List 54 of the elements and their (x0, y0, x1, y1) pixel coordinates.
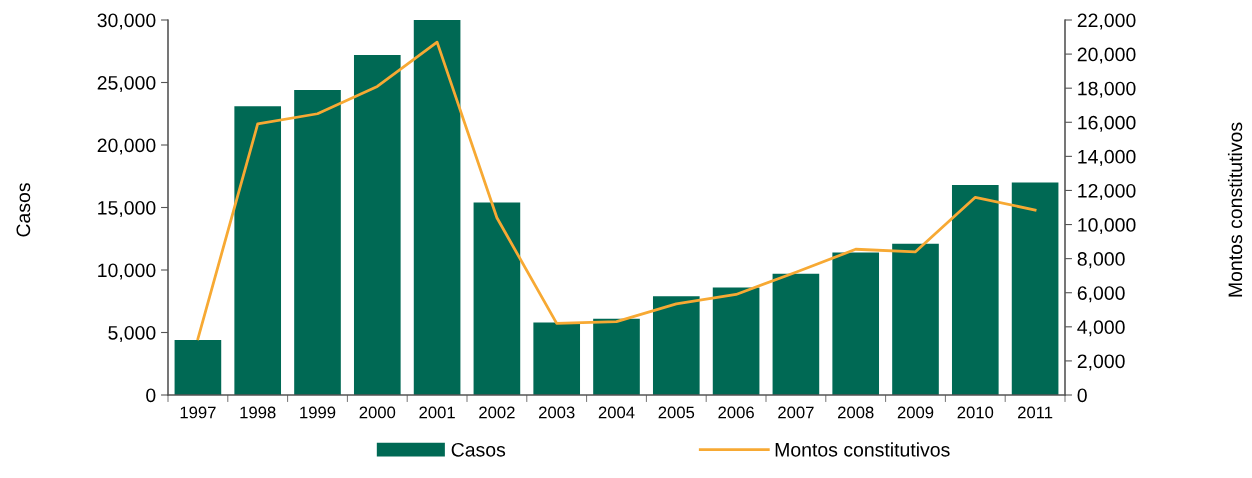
x-tick-label: 1997 (180, 406, 216, 419)
bar (1011, 182, 1059, 395)
x-tick-label: 2009 (897, 406, 934, 419)
y-axis-title: Casos (16, 183, 31, 237)
y2-tick-label: 8,000 (1077, 252, 1125, 269)
bar (473, 202, 521, 395)
bar (533, 322, 581, 395)
legend-label: Montos constitutivos (775, 442, 950, 457)
x-tick-label: 2000 (359, 406, 396, 419)
y-tick-label: 20,000 (97, 138, 156, 155)
x-tick-label: 2005 (658, 406, 695, 419)
y2-tick-label: 14,000 (1078, 149, 1136, 166)
y-tick-label: 0 (146, 388, 156, 403)
y2-axis-title: Montos constitutivos (1227, 122, 1243, 297)
y-tick-label: 10,000 (98, 263, 156, 280)
y2-tick-label: 4,000 (1077, 320, 1125, 337)
y2-tick-label: 10,000 (1078, 218, 1136, 235)
y2-tick-label: 18,000 (1078, 81, 1136, 98)
bar (174, 340, 222, 395)
bar (652, 296, 700, 395)
x-tick-label: 2010 (957, 406, 994, 419)
bar (712, 287, 760, 395)
legend-label: Casos (451, 442, 506, 457)
bar (413, 20, 461, 395)
line-series (196, 40, 1037, 341)
y-tick-label: 15,000 (98, 200, 156, 218)
y2-tick-label: 16,000 (1078, 115, 1136, 132)
bar (353, 55, 401, 395)
y2-tick-label: 20,000 (1077, 47, 1136, 64)
x-tick-label: 2003 (539, 406, 575, 419)
x-tick-label: 2006 (718, 406, 754, 419)
bar (892, 243, 939, 395)
x-tick-label: 2007 (778, 406, 814, 419)
bar (234, 106, 282, 395)
bar (951, 185, 999, 395)
bar (294, 90, 341, 395)
y2-tick-label: 22,000 (1077, 13, 1136, 30)
bar (593, 318, 640, 395)
y-tick-label: 25,000 (97, 75, 156, 93)
x-tick-label: 1999 (300, 406, 336, 419)
y2-tick-label: 2,000 (1077, 354, 1125, 371)
y-tick-label: 5,000 (108, 325, 156, 343)
x-tick-label: 2004 (598, 406, 635, 419)
y2-tick-label: 6,000 (1077, 286, 1125, 303)
bar (772, 273, 820, 395)
y2-tick-label: 0 (1077, 388, 1087, 403)
x-tick-label: 2011 (1018, 406, 1053, 419)
x-tick-label: 2002 (479, 406, 515, 419)
x-tick-label: 1998 (240, 406, 276, 419)
bar (832, 252, 880, 395)
x-tick-label: 2008 (838, 406, 874, 419)
y-tick-label: 30,000 (97, 13, 156, 30)
x-tick-label: 2001 (419, 406, 455, 419)
y2-tick-label: 12,000 (1078, 183, 1136, 200)
